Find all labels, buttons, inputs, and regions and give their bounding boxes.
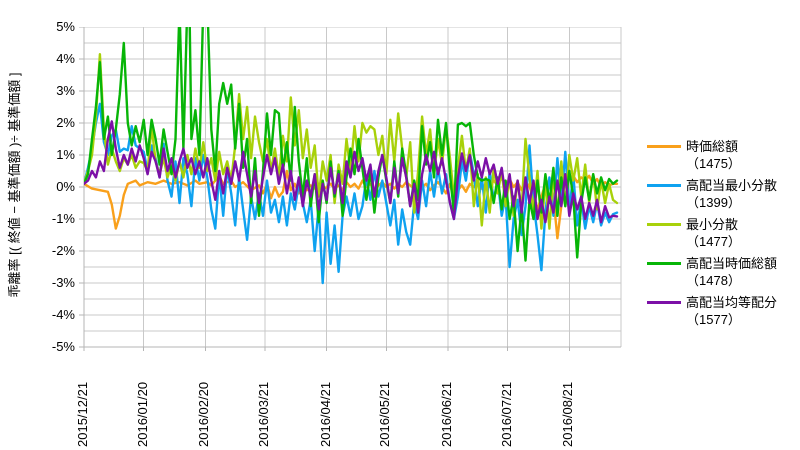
legend-swatch-line xyxy=(647,301,681,304)
x-tick-label: 2016/06/21 xyxy=(438,381,454,447)
legend-series-code: （1577） xyxy=(686,312,741,327)
gridlines xyxy=(83,27,622,348)
legend-series-name: 時価総額 xyxy=(686,139,739,154)
legend-item: 高配当均等配分 （1577） xyxy=(647,294,797,328)
y-tick-label: -2% xyxy=(51,243,75,258)
legend-item: 最小分散 （1477） xyxy=(647,216,797,250)
y-tick-label: 2% xyxy=(56,115,75,130)
y-tick-label: -5% xyxy=(51,339,75,354)
legend-series-name: 高配当最小分散 xyxy=(686,178,778,193)
series-line xyxy=(84,27,619,262)
legend-series-name: 最小分散 xyxy=(686,217,739,232)
y-tick-label: 0% xyxy=(56,179,75,194)
legend-swatch-line xyxy=(647,262,681,265)
y-tick-label: -3% xyxy=(51,275,75,290)
y-tick-label: 5% xyxy=(56,19,75,34)
series-line xyxy=(84,53,619,230)
legend-item: 時価総額 （1475） xyxy=(647,138,797,172)
x-tick-label: 2015/12/21 xyxy=(75,381,90,447)
y-axis-title: 乖離率 [( 終値 − 基準価額 )÷ 基準価額 ] xyxy=(7,72,22,298)
x-tick-label: 2016/03/21 xyxy=(255,381,271,447)
x-tick-label: 2016/01/20 xyxy=(134,381,150,447)
y-tick-label: 3% xyxy=(56,83,75,98)
legend-swatch-line xyxy=(647,184,681,187)
x-tick-label: 2016/05/21 xyxy=(377,381,393,447)
legend-swatch-line xyxy=(647,145,681,148)
legend-series-code: （1477） xyxy=(686,234,741,249)
y-tick-label: -4% xyxy=(51,307,75,322)
legend-item: 高配当時価総額 （1478） xyxy=(647,255,797,289)
series-line xyxy=(84,120,619,224)
y-tick-label: 1% xyxy=(56,147,75,162)
axes-ticks xyxy=(79,27,621,351)
x-tick-label: 2016/02/20 xyxy=(196,381,212,447)
legend-swatch-line xyxy=(647,223,681,226)
y-tick-label: 4% xyxy=(56,51,75,66)
legend-series-code: （1399） xyxy=(686,195,741,210)
legend: 時価総額 （1475） 高配当最小分散 （1399） 最小分散 （1477） 高配当時価総額… xyxy=(647,138,797,333)
x-tick-label: 2016/07/21 xyxy=(498,381,514,447)
legend-series-code: （1475） xyxy=(686,156,741,171)
legend-series-code: （1478） xyxy=(686,273,741,288)
legend-series-name: 高配当均等配分 xyxy=(686,295,778,310)
x-tick-label: 2016/04/21 xyxy=(317,381,333,447)
y-tick-label: -1% xyxy=(51,211,75,226)
legend-series-name: 高配当時価総額 xyxy=(686,256,778,271)
x-tick-label: 2016/08/21 xyxy=(560,381,576,447)
legend-item: 高配当最小分散 （1399） xyxy=(647,177,797,211)
plot-area xyxy=(79,27,622,351)
